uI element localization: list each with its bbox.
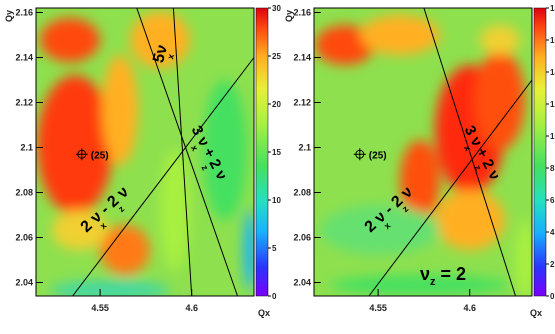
resonance-line <box>136 7 238 297</box>
right-plot-frame <box>313 7 533 297</box>
left-xlabel: Qx <box>258 308 270 318</box>
x-tick-label: 4.55 <box>91 303 109 313</box>
colorbar-tick-label: 2 <box>550 260 555 269</box>
colorbar-tick-label: 18 <box>550 4 555 13</box>
marker-label: (25) <box>91 150 109 161</box>
right-nuz-annotation: νz = 2 <box>420 264 466 288</box>
y-tick-label: 2.04 <box>293 278 311 288</box>
colorbar-tick-label: 12 <box>550 100 555 109</box>
right-axis-ticks: 2.04 2.06 2.08 2.1 2.12 2.14 2.16 4.55 4.6 <box>293 8 476 314</box>
resonance-line <box>423 7 516 297</box>
x-tick-label: 4.6 <box>185 303 198 313</box>
colorbar-tick-label: 14 <box>550 68 555 77</box>
colorbar-tick-label: 15 <box>272 148 281 157</box>
right-ylabel: Qy <box>284 10 294 22</box>
right-xlabel: Qx <box>530 308 542 318</box>
right-colorbar: 0 2 4 6 8 10 12 14 16 18 <box>533 4 555 301</box>
colorbar-tick-label: 30 <box>272 4 281 13</box>
y-tick-label: 2.16 <box>15 8 33 18</box>
y-tick-label: 2.08 <box>293 188 311 198</box>
y-tick-label: 2.08 <box>15 188 33 198</box>
colorbar-tick-label: 16 <box>550 36 555 45</box>
y-tick-label: 2.14 <box>293 53 311 63</box>
y-tick-label: 2.16 <box>293 8 311 18</box>
resonance-line <box>368 79 533 297</box>
marker-label: (25) <box>369 150 387 161</box>
left-axis-ticks: 2.04 2.06 2.08 2.1 2.12 2.14 2.16 4.55 4.6 <box>15 8 198 314</box>
left-marker: (25) <box>75 148 109 161</box>
colorbar-tick-label: 25 <box>272 52 281 61</box>
colorbar-tick-label: 8 <box>550 164 555 173</box>
x-tick-label: 4.6 <box>463 303 476 313</box>
y-tick-label: 2.1 <box>20 143 33 153</box>
resonance-line <box>72 57 255 297</box>
colorbar-tick-label: 0 <box>550 292 555 301</box>
colorbar-tick-label: 10 <box>272 196 281 205</box>
y-tick-label: 2.06 <box>15 233 33 243</box>
x-tick-label: 4.55 <box>369 303 387 313</box>
left-plot-frame <box>35 7 255 297</box>
colorbar-tick-label: 5 <box>272 244 277 253</box>
y-tick-label: 2.04 <box>15 278 33 288</box>
left-colorbar: 0 5 10 15 20 25 30 <box>255 4 281 301</box>
colorbar-tick-label: 10 <box>550 132 555 141</box>
left-ylabel: Qy <box>4 10 14 22</box>
resonance-line-label: 5ν <box>150 43 171 65</box>
resonance-line-sublabel: x <box>165 53 176 60</box>
right-panel: 2 ν - 2 νx z3 ν + 2 νx z 2.042.062.082.1… <box>284 4 555 318</box>
colorbar-tick-label: 20 <box>272 100 281 109</box>
y-tick-label: 2.12 <box>15 98 33 108</box>
y-tick-label: 2.06 <box>293 233 311 243</box>
right-marker: (25) <box>353 148 387 161</box>
y-tick-label: 2.14 <box>15 53 33 63</box>
y-tick-label: 2.1 <box>298 143 311 153</box>
colorbar-tick-label: 0 <box>272 292 277 301</box>
colorbar-tick-label: 6 <box>550 196 555 205</box>
left-heatmap <box>36 8 254 296</box>
right-heatmap <box>314 8 532 296</box>
colorbar-tick-label: 4 <box>550 228 555 237</box>
y-tick-label: 2.12 <box>293 98 311 108</box>
